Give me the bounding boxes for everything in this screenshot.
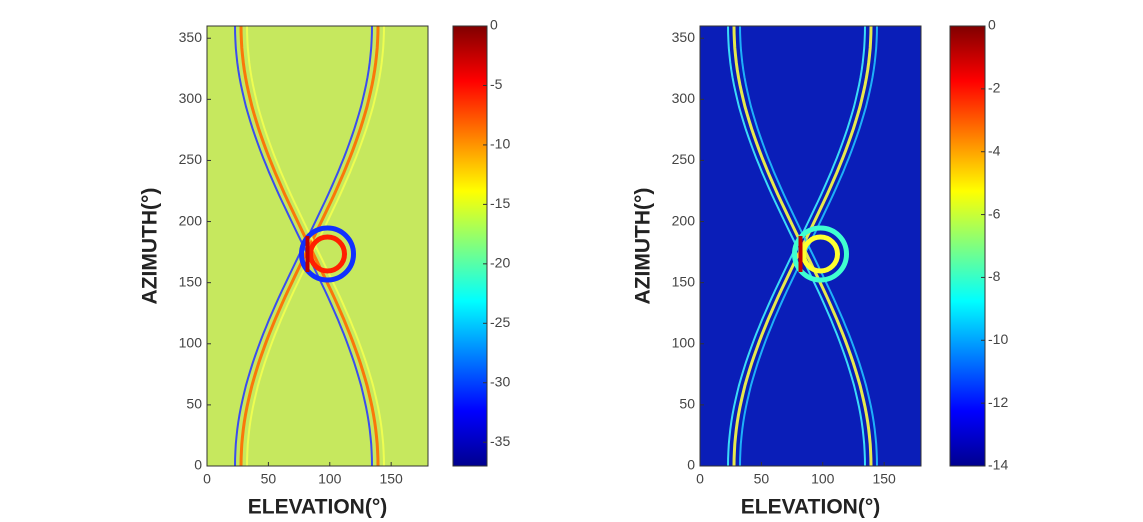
y-tick-label: 0 bbox=[687, 457, 695, 473]
field-ring bbox=[792, 225, 849, 283]
x-axis-label: ELEVATION(°) bbox=[741, 496, 880, 519]
heatmap-image bbox=[207, 26, 428, 466]
y-tick-label: 0 bbox=[194, 457, 202, 473]
y-tick-label: 300 bbox=[672, 90, 696, 106]
colorbar-tick-label: 0 bbox=[988, 17, 996, 33]
x-axis-label: ELEVATION(°) bbox=[248, 496, 387, 519]
y-tick-label: 100 bbox=[179, 334, 203, 350]
y-tick-label: 350 bbox=[672, 29, 696, 45]
colorbar-tick-label: -20 bbox=[490, 255, 510, 271]
colorbar-tick-label: 0 bbox=[490, 17, 498, 33]
colorbar-tick-label: -10 bbox=[490, 136, 510, 152]
plot-frame bbox=[206, 25, 429, 467]
colorbar-tick-label: -12 bbox=[988, 394, 1008, 410]
colorbar-tick-label: -10 bbox=[988, 331, 1008, 347]
x-tick-label: 50 bbox=[754, 471, 770, 487]
colorbar-tick-label: -6 bbox=[988, 205, 1001, 221]
x-tick-label: 100 bbox=[318, 471, 342, 487]
field-curve bbox=[739, 26, 878, 466]
y-tick-label: 100 bbox=[672, 334, 696, 350]
x-tick-label: 0 bbox=[696, 471, 704, 487]
y-tick-label: 200 bbox=[672, 212, 696, 228]
field-ring bbox=[801, 234, 840, 274]
y-tick-label: 150 bbox=[672, 273, 696, 289]
y-tick-label: 50 bbox=[679, 396, 695, 412]
x-tick-label: 150 bbox=[379, 471, 403, 487]
colorbar bbox=[452, 25, 488, 467]
colorbar-tick-label: -15 bbox=[490, 195, 510, 211]
y-tick-label: 150 bbox=[179, 273, 203, 289]
y-axis-label: AZIMUTH(°) bbox=[139, 188, 162, 305]
heatmap-image bbox=[700, 26, 921, 466]
field-curve bbox=[246, 26, 385, 466]
x-tick-label: 50 bbox=[261, 471, 277, 487]
colorbar-tick-label: -8 bbox=[988, 268, 1001, 284]
colorbar-tick-label: -30 bbox=[490, 373, 510, 389]
x-tick-label: 100 bbox=[811, 471, 835, 487]
colorbar-tick-label: -5 bbox=[490, 76, 503, 92]
colorbar bbox=[949, 25, 986, 467]
y-tick-label: 250 bbox=[179, 151, 203, 167]
y-tick-label: 200 bbox=[179, 212, 203, 228]
field-ring bbox=[299, 225, 356, 283]
plot-frame bbox=[699, 25, 922, 467]
x-tick-label: 150 bbox=[872, 471, 896, 487]
y-tick-label: 350 bbox=[179, 29, 203, 45]
colorbar-tick-label: -4 bbox=[988, 142, 1001, 158]
heatmap-background bbox=[207, 26, 428, 466]
heatmap-background bbox=[700, 26, 921, 466]
y-tick-label: 50 bbox=[186, 396, 202, 412]
y-axis-label: AZIMUTH(°) bbox=[632, 188, 655, 305]
y-tick-label: 250 bbox=[672, 151, 696, 167]
colorbar-tick-label: -2 bbox=[988, 80, 1001, 96]
field-ring bbox=[308, 234, 347, 274]
colorbar-tick-label: -14 bbox=[988, 457, 1008, 473]
y-tick-label: 300 bbox=[179, 90, 203, 106]
x-tick-label: 0 bbox=[203, 471, 211, 487]
colorbar-tick-label: -25 bbox=[490, 314, 510, 330]
colorbar-tick-label: -35 bbox=[490, 433, 510, 449]
